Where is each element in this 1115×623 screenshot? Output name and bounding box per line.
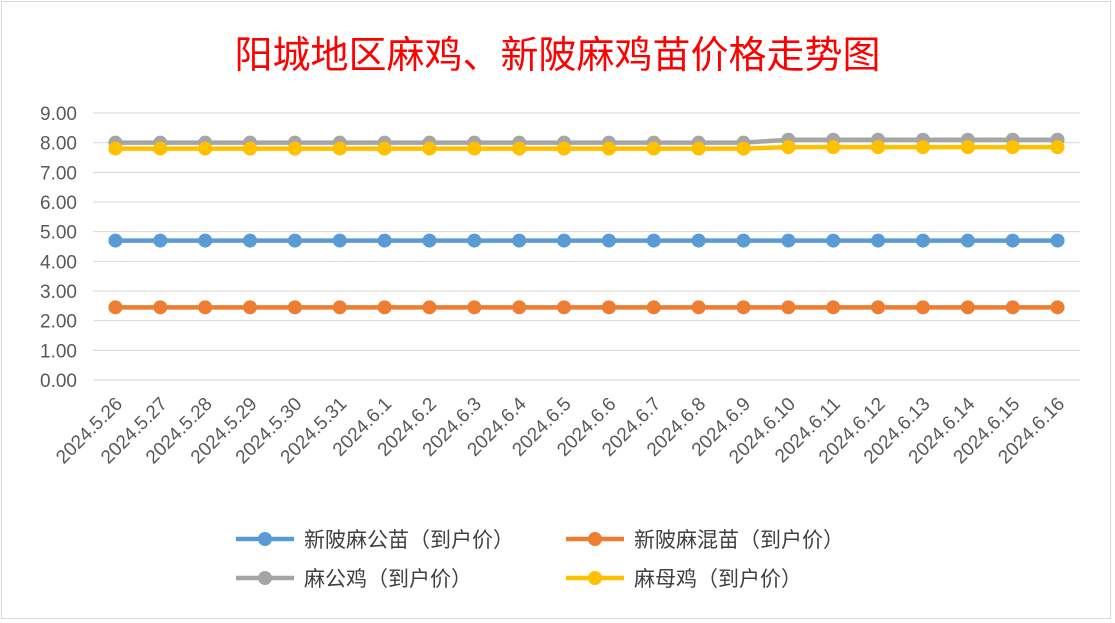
data-point bbox=[243, 141, 258, 156]
data-point bbox=[287, 141, 302, 156]
y-tick-label: 3.00 bbox=[40, 282, 77, 303]
data-point bbox=[691, 233, 706, 248]
data-point bbox=[512, 233, 527, 248]
data-point bbox=[601, 300, 616, 315]
data-point bbox=[646, 141, 661, 156]
data-point bbox=[826, 300, 841, 315]
data-point bbox=[198, 233, 213, 248]
series-line-2 bbox=[115, 137, 1058, 145]
data-point bbox=[422, 300, 437, 315]
data-point bbox=[871, 233, 886, 248]
data-point bbox=[691, 141, 706, 156]
data-point bbox=[287, 233, 302, 248]
data-point bbox=[332, 300, 347, 315]
y-tick-label: 5.00 bbox=[40, 223, 77, 244]
data-point bbox=[1005, 233, 1020, 248]
data-point bbox=[467, 141, 482, 156]
data-point bbox=[512, 141, 527, 156]
legend-label: 新陂麻混苗（到户价） bbox=[634, 528, 844, 552]
data-point bbox=[243, 233, 258, 248]
data-point bbox=[198, 300, 213, 315]
data-point bbox=[1050, 233, 1065, 248]
data-point bbox=[153, 300, 168, 315]
legend-label: 新陂麻公苗（到户价） bbox=[304, 528, 514, 552]
data-point bbox=[915, 300, 930, 315]
data-point bbox=[871, 140, 886, 155]
data-point bbox=[736, 141, 751, 156]
data-point bbox=[557, 233, 572, 248]
legend-marker bbox=[258, 571, 272, 585]
legend-item: 新陂麻混苗（到户价） bbox=[566, 528, 844, 552]
legend-marker bbox=[588, 532, 602, 546]
data-point bbox=[108, 300, 123, 315]
data-point bbox=[153, 141, 168, 156]
data-point bbox=[646, 233, 661, 248]
data-point bbox=[422, 141, 437, 156]
data-point bbox=[915, 140, 930, 155]
data-point bbox=[108, 141, 123, 156]
chart-title: 阳城地区麻鸡、新陂麻鸡苗价格走势图 bbox=[234, 33, 881, 77]
data-point bbox=[960, 233, 975, 248]
y-tick-label: 4.00 bbox=[40, 252, 77, 273]
data-point bbox=[826, 233, 841, 248]
data-point bbox=[960, 300, 975, 315]
data-point bbox=[871, 300, 886, 315]
legend-item: 麻母鸡（到户价） bbox=[566, 567, 802, 591]
data-point bbox=[781, 300, 796, 315]
data-point bbox=[422, 233, 437, 248]
data-point bbox=[557, 300, 572, 315]
legend-marker bbox=[588, 571, 602, 585]
data-point bbox=[960, 140, 975, 155]
data-point bbox=[781, 233, 796, 248]
y-tick-label: 1.00 bbox=[40, 341, 77, 362]
y-tick-label: 8.00 bbox=[40, 134, 77, 155]
y-tick-label: 0.00 bbox=[40, 371, 77, 392]
data-point bbox=[377, 300, 392, 315]
data-point bbox=[646, 300, 661, 315]
y-tick-label: 6.00 bbox=[40, 193, 77, 214]
y-tick-label: 7.00 bbox=[40, 163, 77, 184]
data-point bbox=[467, 300, 482, 315]
data-point bbox=[736, 300, 751, 315]
data-point bbox=[826, 140, 841, 155]
data-point bbox=[557, 141, 572, 156]
data-point bbox=[601, 141, 616, 156]
data-point bbox=[153, 233, 168, 248]
data-point bbox=[1005, 300, 1020, 315]
data-point bbox=[915, 233, 930, 248]
data-point bbox=[691, 300, 706, 315]
data-point bbox=[108, 233, 123, 248]
series-line-3 bbox=[115, 144, 1058, 151]
y-tick-label: 2.00 bbox=[40, 312, 77, 333]
y-tick-label: 9.00 bbox=[40, 104, 77, 125]
data-point bbox=[601, 233, 616, 248]
data-point bbox=[1050, 140, 1065, 155]
data-point bbox=[736, 233, 751, 248]
legend-item: 麻公鸡（到户价） bbox=[236, 567, 472, 591]
data-point bbox=[243, 300, 258, 315]
legend-item: 新陂麻公苗（到户价） bbox=[236, 528, 514, 552]
data-point bbox=[287, 300, 302, 315]
data-point bbox=[781, 140, 796, 155]
data-point bbox=[332, 141, 347, 156]
data-point bbox=[1050, 300, 1065, 315]
legend-label: 麻公鸡（到户价） bbox=[304, 567, 472, 591]
legend-label: 麻母鸡（到户价） bbox=[634, 567, 802, 591]
legend-marker bbox=[258, 532, 272, 546]
data-point bbox=[332, 233, 347, 248]
data-point bbox=[1005, 140, 1020, 155]
data-point bbox=[377, 141, 392, 156]
data-point bbox=[377, 233, 392, 248]
data-point bbox=[512, 300, 527, 315]
data-point bbox=[467, 233, 482, 248]
data-point bbox=[198, 141, 213, 156]
